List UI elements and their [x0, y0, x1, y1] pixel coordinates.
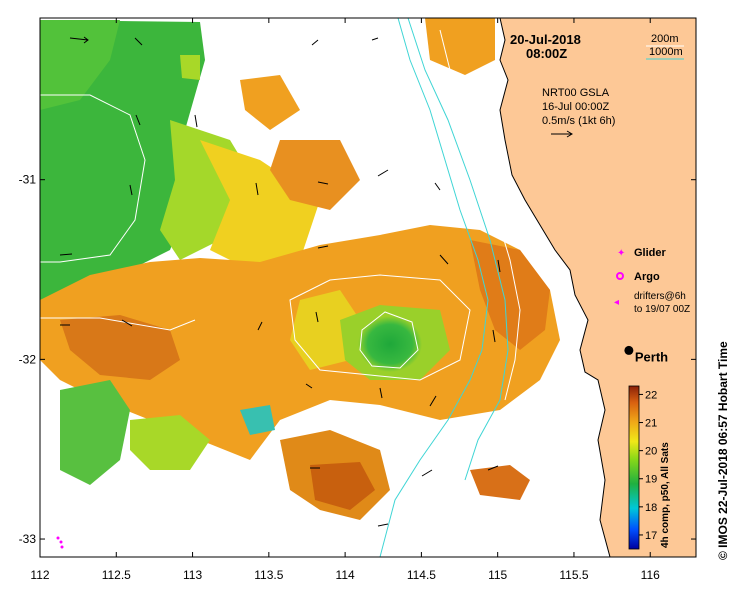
isobath-200m — [439, 29, 521, 401]
current-arrow — [377, 169, 389, 177]
sst-cold-eddy — [358, 316, 422, 372]
colorbar-tick-label: 17 — [645, 530, 657, 542]
map-time: 08:00Z — [526, 46, 567, 61]
contour-sw — [40, 317, 196, 331]
current-arrow — [434, 182, 441, 191]
glider-label: Glider — [634, 247, 667, 259]
sst-n-lime — [180, 55, 200, 80]
y-axis: -31 -32 -33 — [19, 173, 696, 546]
current-arrow — [121, 319, 133, 327]
isobath-1000-label: 1000m — [649, 46, 683, 58]
sst-cyan-bits — [240, 405, 275, 435]
sst-ne-orange — [425, 18, 495, 75]
current-arrow — [429, 395, 437, 407]
drifter-tracks — [56, 536, 64, 549]
current-arrow — [69, 36, 89, 44]
current-arrow — [135, 114, 141, 126]
current-arrow — [371, 37, 379, 41]
land-australia — [499, 18, 696, 557]
sst-yellow-band — [200, 140, 320, 270]
sst-sw-lime — [130, 415, 210, 470]
copyright-label: © IMOS 22-Jul-2018 06:57 Hobart Time — [716, 341, 730, 560]
scale-arrow — [551, 130, 573, 138]
drifters-label: drifters@6h — [634, 291, 686, 302]
y-tick-label: -33 — [19, 532, 37, 546]
current-arrow — [257, 321, 263, 331]
x-tick-label: 113.5 — [254, 568, 283, 582]
current-arrow — [497, 259, 501, 273]
sst-field — [40, 18, 560, 520]
drifter-point — [56, 536, 60, 540]
isobath-200-label: 200m — [651, 33, 679, 45]
sst-southeast-patch — [470, 465, 530, 500]
colorbar-tick-label: 19 — [645, 474, 657, 486]
isobath-1000m — [379, 18, 489, 557]
sst-orange-north — [270, 140, 360, 210]
sst-south-dark — [310, 462, 375, 510]
colorbar — [628, 385, 640, 550]
drifter-point — [60, 545, 64, 549]
current-arrow — [317, 181, 329, 185]
perth-label: Perth — [635, 349, 668, 364]
colorbar-label: 4h comp, p50, All Sats — [660, 442, 671, 548]
current-arrow — [439, 254, 449, 265]
current-arrow — [317, 245, 329, 249]
isobath-1000m-b — [407, 18, 509, 481]
current-arrow — [492, 329, 496, 343]
x-tick-label: 114.5 — [407, 568, 436, 582]
contour-central — [289, 274, 471, 381]
gsla-date: 16-Jul 00:00Z — [542, 101, 610, 113]
colorbar-tick-label: 18 — [645, 502, 657, 514]
current-arrow — [315, 311, 319, 323]
perth-marker — [624, 345, 634, 355]
x-tick-label: 116 — [641, 568, 660, 582]
colorbar-tick-label: 21 — [645, 418, 657, 430]
y-tick-label: -32 — [19, 352, 37, 366]
x-tick-label: 115.5 — [559, 568, 588, 582]
x-tick-label: 113 — [183, 568, 202, 582]
current-arrow — [255, 182, 259, 196]
current-arrow — [311, 39, 319, 46]
argo-label: Argo — [634, 271, 660, 283]
drifter-point — [59, 540, 63, 544]
current-arrows — [59, 36, 501, 527]
colorbar-ticks: 22 21 20 19 18 17 — [639, 389, 657, 542]
sst-south-west-green — [60, 380, 130, 485]
x-tick-label: 112 — [30, 568, 49, 582]
x-tick-label: 112.5 — [102, 568, 131, 582]
colorbar-tick-label: 22 — [645, 389, 657, 401]
sst-north-orange — [240, 75, 300, 130]
y-tick-label: -31 — [19, 173, 37, 187]
x-axis: 112 112.5 113 113.5 114 114.5 115 115.5 116 — [30, 18, 660, 582]
map-date: 20-Jul-2018 — [510, 32, 581, 47]
gsla-scale: 0.5m/s (1kt 6h) — [542, 115, 615, 127]
current-arrow — [59, 253, 73, 256]
colorbar-tick-label: 20 — [645, 446, 657, 458]
current-arrow — [305, 383, 313, 389]
drifter-icon: ◂ — [614, 297, 619, 308]
gsla-title: NRT00 GSLA — [542, 87, 610, 99]
x-tick-label: 114 — [336, 568, 355, 582]
current-arrow — [379, 387, 383, 399]
contour-west — [40, 94, 146, 263]
current-arrow — [194, 114, 198, 128]
drifters-date-label: to 19/07 00Z — [634, 304, 690, 315]
sst-dark-orange-west — [60, 315, 180, 380]
current-arrow — [129, 184, 133, 196]
contour-eddy — [359, 311, 419, 369]
isobaths — [40, 18, 521, 557]
sst-yellow-central — [290, 290, 360, 370]
current-arrow — [487, 465, 499, 471]
plot-frame — [39, 17, 697, 558]
sst-dark-orange-coast — [470, 240, 550, 350]
x-tick-label: 115 — [488, 568, 507, 582]
glider-icon: ✦ — [617, 248, 625, 259]
plot-area: Perth 20-Jul-2018 08:00Z 200m 1000m NRT0… — [40, 18, 696, 557]
current-arrow — [134, 37, 143, 46]
current-arrow — [377, 523, 389, 527]
argo-icon — [616, 272, 624, 280]
current-arrow — [421, 469, 433, 477]
sst-green-west-edge — [40, 20, 120, 110]
